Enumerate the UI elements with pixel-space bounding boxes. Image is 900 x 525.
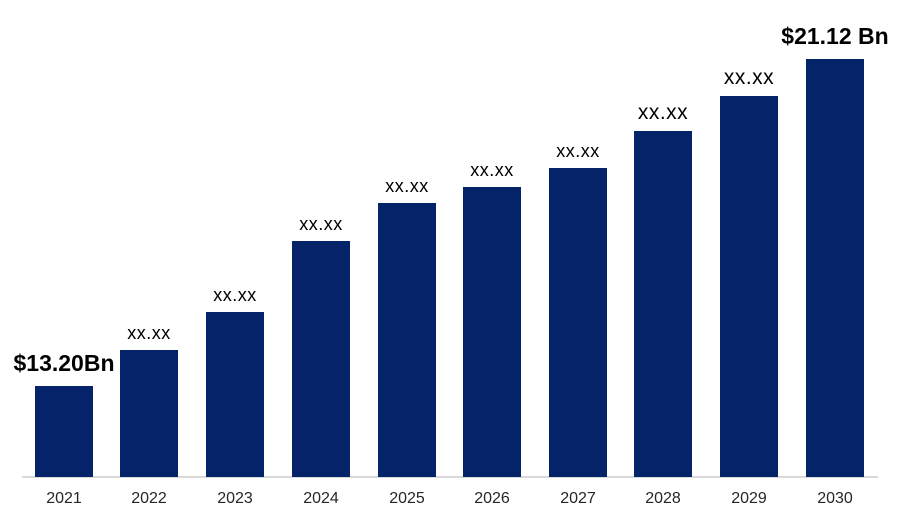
bar-2025 (378, 203, 436, 477)
x-axis-label-2024: 2024 (303, 490, 339, 507)
bar-value-label-2025: xx.xx (385, 176, 429, 196)
x-axis-label-2023: 2023 (217, 490, 253, 507)
bar-value-label-2021: $13.20Bn (13, 350, 115, 376)
x-axis-label-2030: 2030 (817, 490, 853, 507)
x-axis-label-2021: 2021 (46, 490, 82, 507)
x-axis-label-2027: 2027 (560, 490, 596, 507)
bar-value-label-2026: xx.xx (470, 160, 514, 180)
bar-2028 (634, 131, 692, 477)
bar-2027 (549, 168, 607, 477)
x-axis-label-2025: 2025 (389, 490, 425, 507)
x-axis-label-2028: 2028 (645, 490, 681, 507)
bar-value-label-2027: xx.xx (556, 141, 600, 161)
bar-value-label-2029: xx.xx (723, 66, 775, 89)
x-axis-label-2029: 2029 (731, 490, 767, 507)
bar-2022 (120, 350, 178, 477)
bar-2021 (35, 386, 93, 477)
bar-value-label-2022: xx.xx (127, 323, 171, 343)
x-axis-label-2026: 2026 (474, 490, 510, 507)
bar-2026 (463, 187, 521, 477)
bar-2029 (720, 96, 778, 477)
bar-value-label-2023: xx.xx (213, 285, 257, 305)
bar-value-label-2030: $21.12 Bn (781, 23, 889, 49)
bar-2030 (806, 59, 864, 477)
bar-2023 (206, 312, 264, 477)
bar-2024 (292, 241, 350, 477)
bar-value-label-2024: xx.xx (299, 214, 343, 234)
x-axis-label-2022: 2022 (131, 490, 167, 507)
x-axis-line (22, 476, 878, 478)
bar-value-label-2028: xx.xx (637, 101, 689, 124)
